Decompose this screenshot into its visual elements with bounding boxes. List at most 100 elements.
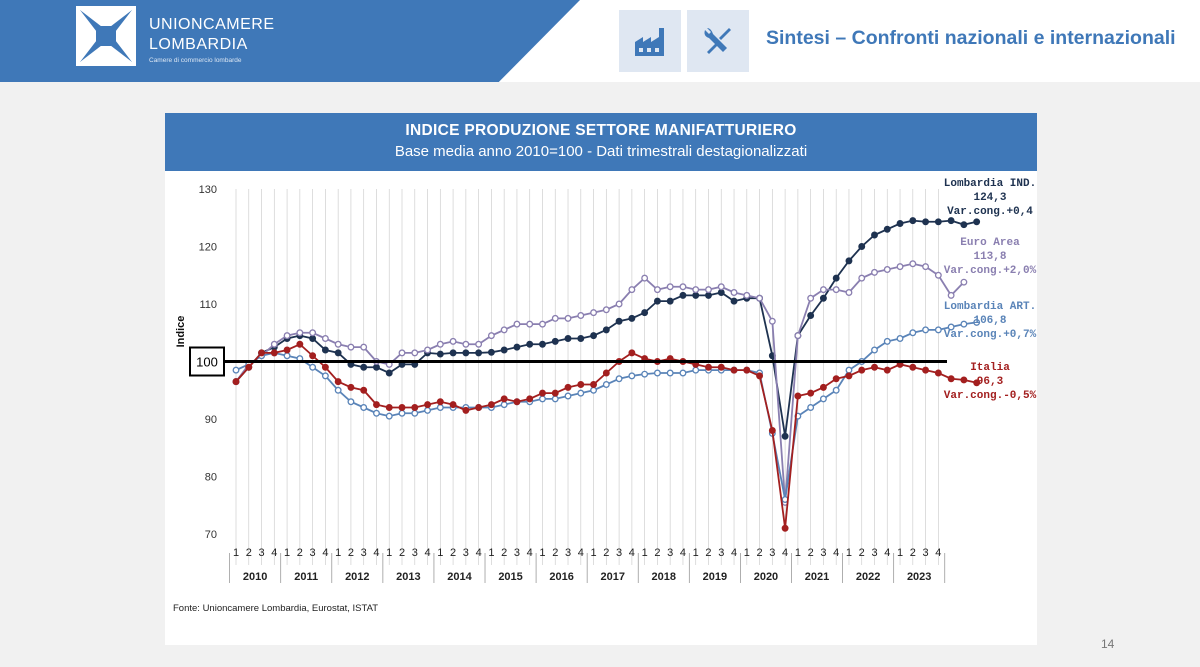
series-annotation: Var.cong.+2,0%	[944, 265, 1037, 277]
data-point	[539, 395, 546, 403]
data-point	[832, 286, 840, 294]
data-point	[845, 372, 853, 380]
data-point	[934, 326, 942, 334]
x-tick-label: 3	[769, 547, 775, 559]
reference-box	[189, 346, 225, 377]
data-point	[411, 349, 419, 357]
data-point	[283, 332, 291, 340]
data-point	[398, 409, 406, 417]
chart-card: INDICE PRODUZIONE SETTORE MANIFATTURIERO…	[165, 113, 1037, 645]
data-point	[475, 349, 483, 357]
data-point	[666, 369, 674, 377]
data-point	[845, 366, 853, 374]
data-point	[309, 363, 317, 371]
x-tick-label: 1	[897, 547, 903, 559]
tools-icon-button[interactable]	[687, 10, 749, 72]
data-point	[436, 340, 444, 348]
year-label: 2012	[345, 571, 369, 583]
data-point	[283, 346, 291, 354]
data-point	[385, 404, 393, 411]
data-point	[922, 218, 930, 226]
data-point	[564, 392, 572, 400]
chart-title: INDICE PRODUZIONE SETTORE MANIFATTURIERO	[405, 122, 797, 139]
data-point	[922, 366, 930, 374]
data-point	[705, 286, 712, 294]
x-tick-label: 1	[795, 547, 801, 559]
data-point	[347, 383, 355, 391]
data-point	[858, 366, 866, 374]
data-point	[641, 370, 649, 378]
data-point	[679, 369, 687, 377]
data-point	[245, 363, 253, 371]
data-point	[973, 318, 981, 326]
data-point	[602, 306, 610, 314]
data-point	[564, 383, 572, 391]
data-point	[270, 349, 278, 357]
data-point	[717, 289, 725, 296]
reference-label: 100	[196, 355, 218, 370]
data-point	[475, 404, 483, 411]
data-point	[717, 363, 725, 371]
data-point	[424, 401, 431, 409]
x-tick-label: 4	[833, 547, 839, 559]
year-label: 2023	[907, 571, 931, 583]
x-tick-label: 2	[552, 547, 558, 559]
data-point	[321, 346, 329, 354]
data-point	[487, 348, 495, 356]
data-point	[462, 340, 470, 348]
data-point	[449, 401, 457, 409]
data-point	[807, 389, 815, 397]
x-tick-label: 4	[731, 547, 737, 559]
data-point	[832, 274, 840, 282]
data-point	[960, 221, 968, 229]
data-point	[679, 283, 687, 291]
x-tick-label: 3	[361, 547, 367, 559]
x-tick-label: 3	[923, 547, 929, 559]
data-point	[730, 366, 738, 374]
data-point	[756, 294, 764, 302]
data-point	[653, 286, 661, 294]
data-point	[960, 320, 968, 328]
data-point	[615, 300, 623, 308]
data-point	[449, 349, 457, 357]
data-point	[909, 260, 917, 268]
data-point	[373, 409, 380, 417]
data-point	[666, 297, 674, 305]
data-point	[436, 398, 444, 406]
data-point	[692, 366, 700, 374]
x-tick-label: 2	[654, 547, 660, 559]
x-tick-label: 2	[348, 547, 354, 559]
x-tick-label: 4	[935, 547, 941, 559]
data-point	[462, 349, 470, 357]
data-point	[768, 317, 776, 325]
data-point	[577, 335, 585, 342]
data-point	[232, 378, 240, 386]
data-point	[334, 386, 342, 394]
data-point	[973, 218, 981, 226]
data-point	[602, 381, 610, 388]
data-point	[373, 401, 380, 409]
data-point	[487, 401, 495, 409]
data-point	[577, 389, 585, 397]
data-point	[258, 349, 265, 357]
data-point	[922, 326, 930, 334]
data-point	[653, 369, 661, 377]
data-point	[436, 404, 444, 411]
data-point	[819, 383, 827, 391]
year-label: 2022	[856, 571, 880, 583]
data-point	[858, 274, 866, 282]
y-axis-label: Indice	[175, 316, 187, 348]
data-point	[385, 369, 393, 377]
data-point	[705, 363, 712, 371]
data-point	[500, 401, 508, 409]
y-tick-label: 130	[199, 184, 217, 196]
data-point	[909, 217, 917, 225]
factory-icon-button[interactable]	[619, 10, 681, 72]
data-point	[934, 271, 942, 279]
data-point	[934, 369, 942, 377]
data-point	[628, 314, 636, 322]
data-point	[781, 432, 789, 440]
data-point	[909, 363, 917, 371]
x-tick-label: 4	[322, 547, 328, 559]
tools-icon	[704, 28, 731, 54]
